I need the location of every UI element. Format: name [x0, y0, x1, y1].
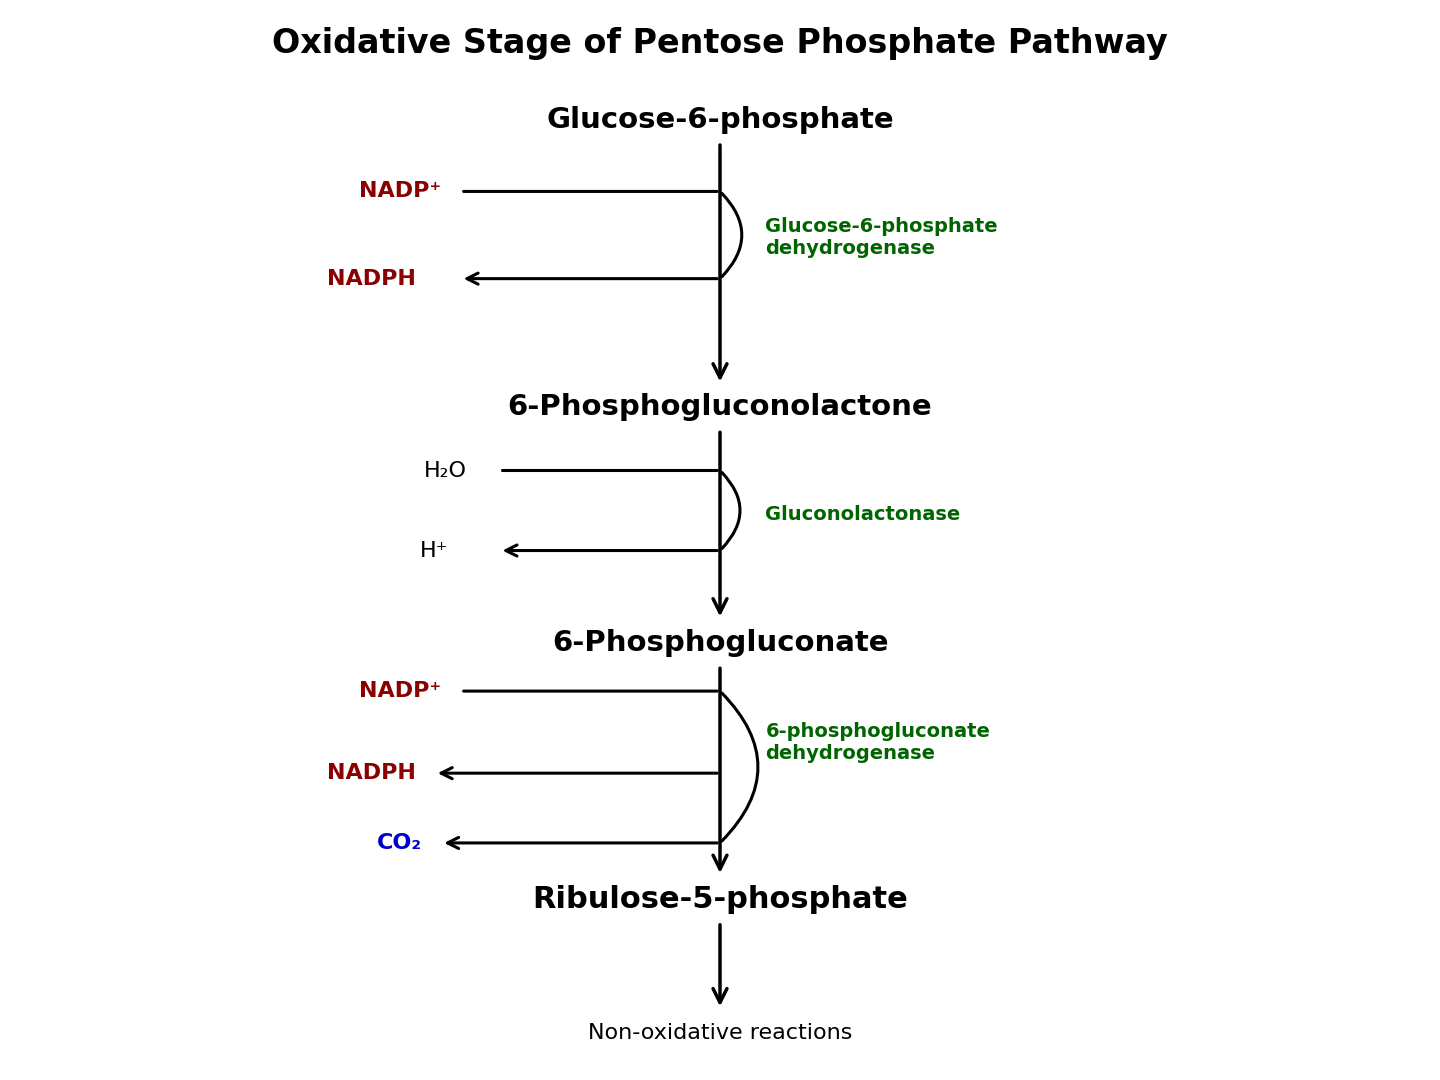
Text: NADP⁺: NADP⁺ — [359, 181, 441, 202]
Text: CO₂: CO₂ — [377, 833, 422, 853]
Text: 6-Phosphogluconolactone: 6-Phosphogluconolactone — [508, 393, 932, 421]
FancyArrowPatch shape — [721, 193, 742, 276]
Text: Glucose-6-phosphate
dehydrogenase: Glucose-6-phosphate dehydrogenase — [766, 217, 998, 258]
Text: Oxidative Stage of Pentose Phosphate Pathway: Oxidative Stage of Pentose Phosphate Pat… — [272, 27, 1168, 60]
FancyArrowPatch shape — [721, 693, 757, 841]
Text: Gluconolactonase: Gluconolactonase — [766, 505, 960, 524]
Text: Non-oxidative reactions: Non-oxidative reactions — [588, 1023, 852, 1043]
Text: 6-phosphogluconate
dehydrogenase: 6-phosphogluconate dehydrogenase — [766, 721, 991, 762]
Text: 6-Phosphogluconate: 6-Phosphogluconate — [552, 629, 888, 657]
Text: H₂O: H₂O — [425, 460, 467, 481]
Text: NADP⁺: NADP⁺ — [359, 681, 441, 701]
Text: NADPH: NADPH — [327, 269, 416, 288]
Text: H⁺: H⁺ — [419, 540, 448, 561]
Text: Ribulose-5-phosphate: Ribulose-5-phosphate — [533, 885, 907, 914]
Text: Glucose-6-phosphate: Glucose-6-phosphate — [546, 106, 894, 134]
Text: NADPH: NADPH — [327, 764, 416, 783]
FancyArrowPatch shape — [721, 472, 740, 549]
